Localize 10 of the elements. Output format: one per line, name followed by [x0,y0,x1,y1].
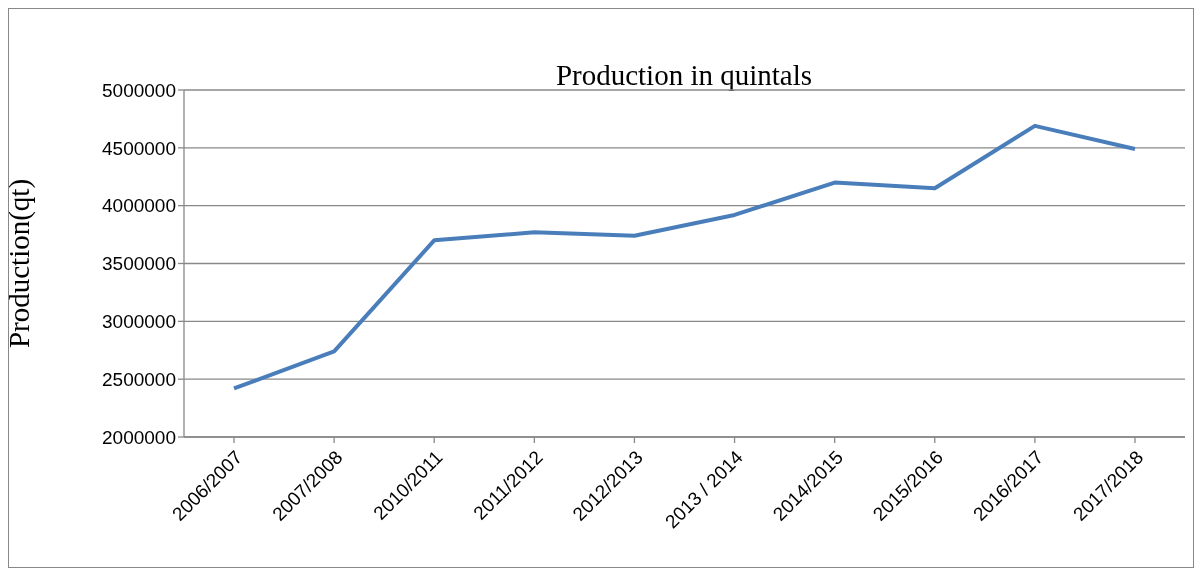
line-series [232,123,1137,391]
y-tick-label: 3000000 [102,311,176,333]
y-tick-label: 4500000 [102,137,176,159]
y-tick-label: 2000000 [102,426,176,448]
y-tick-label: 5000000 [102,79,176,101]
y-tick-label: 3500000 [102,253,176,275]
y-tick-label: 2500000 [102,368,176,390]
y-tick-label: 4000000 [102,195,176,217]
chart-title: Production in quintals [554,59,814,92]
y-axis-title: Production(qt) [3,178,37,349]
